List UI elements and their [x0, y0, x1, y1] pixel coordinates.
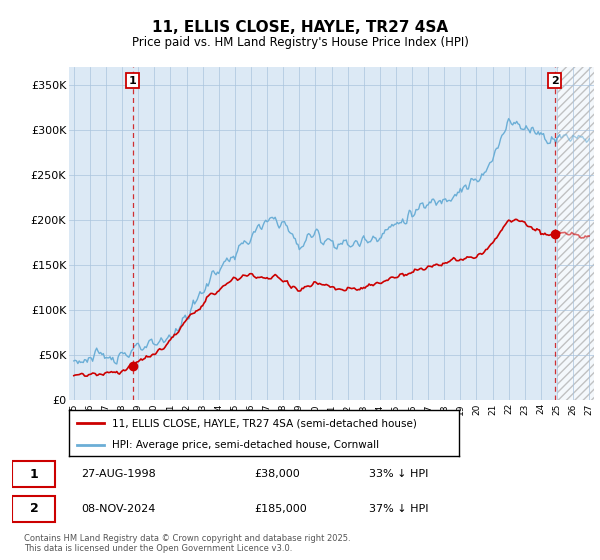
Text: 37% ↓ HPI: 37% ↓ HPI [369, 504, 428, 514]
Text: £185,000: £185,000 [254, 504, 307, 514]
Text: 08-NOV-2024: 08-NOV-2024 [81, 504, 155, 514]
Text: £38,000: £38,000 [254, 469, 299, 479]
Bar [557, 58, 594, 400]
FancyBboxPatch shape [12, 496, 55, 522]
Text: 2: 2 [551, 76, 559, 86]
Bar [557, 58, 594, 400]
Text: Price paid vs. HM Land Registry's House Price Index (HPI): Price paid vs. HM Land Registry's House … [131, 36, 469, 49]
Text: 1: 1 [29, 468, 38, 480]
Text: 2: 2 [29, 502, 38, 515]
Text: 1: 1 [129, 76, 136, 86]
Text: 33% ↓ HPI: 33% ↓ HPI [369, 469, 428, 479]
Text: 11, ELLIS CLOSE, HAYLE, TR27 4SA: 11, ELLIS CLOSE, HAYLE, TR27 4SA [152, 20, 448, 35]
Text: 27-AUG-1998: 27-AUG-1998 [81, 469, 156, 479]
Text: HPI: Average price, semi-detached house, Cornwall: HPI: Average price, semi-detached house,… [112, 440, 379, 450]
FancyBboxPatch shape [12, 461, 55, 487]
Text: 11, ELLIS CLOSE, HAYLE, TR27 4SA (semi-detached house): 11, ELLIS CLOSE, HAYLE, TR27 4SA (semi-d… [112, 418, 417, 428]
Text: Contains HM Land Registry data © Crown copyright and database right 2025.
This d: Contains HM Land Registry data © Crown c… [24, 534, 350, 553]
